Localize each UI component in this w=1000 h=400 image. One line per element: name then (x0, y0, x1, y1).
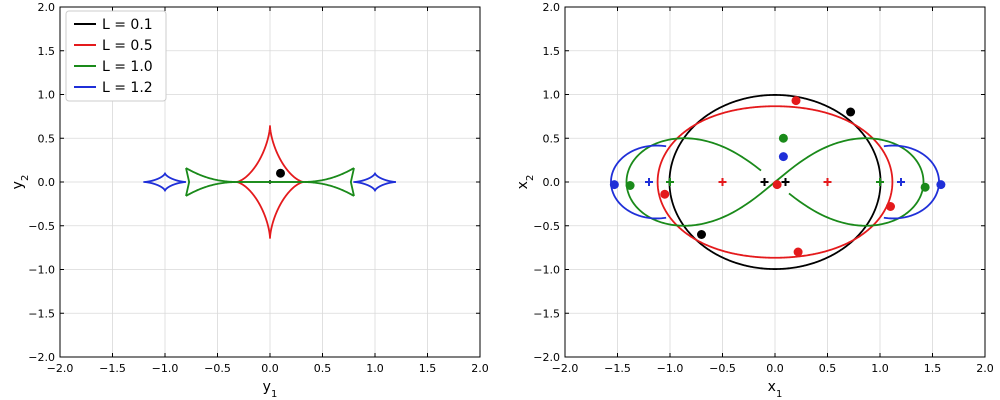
x-axis-label: y1 (263, 379, 278, 400)
dot-marker (772, 180, 782, 190)
y-tick-label: 1.5 (543, 45, 561, 58)
dot-marker (276, 168, 285, 178)
dot-marker (609, 180, 619, 190)
x-tick-label: 2.0 (976, 362, 994, 375)
plus-marker (781, 178, 790, 186)
dot-marker (778, 133, 788, 143)
plus-marker (897, 178, 905, 186)
x-tick-label: 0.0 (261, 362, 279, 375)
y-tick-label: 2.0 (38, 1, 56, 14)
y-tick-label: −2.0 (28, 351, 55, 364)
x-tick-label: 1.5 (419, 362, 437, 375)
x-tick-label: −1.5 (604, 362, 631, 375)
right-chart-panel: −2.0 −1.5 −1.0 −0.5 0.0 0.5 1.0 1.5 2.0 −2.0 −1.5 −… (515, 1, 994, 400)
series-line-2 (185, 181, 355, 197)
series-line-3 (883, 144, 940, 183)
x-tick-label: −0.5 (204, 362, 231, 375)
y-tick-label: 1.5 (38, 45, 56, 58)
x-tick-label: 0.0 (766, 362, 784, 375)
series-line-2 (774, 137, 925, 183)
plus-marker (718, 178, 727, 186)
dot-marker (791, 96, 801, 106)
legend-entry: L = 1.0 (102, 59, 153, 75)
dot-marker (697, 230, 706, 239)
series-line-3 (883, 181, 940, 220)
series-line-3 (353, 172, 397, 192)
y-tick-label: 0.5 (543, 132, 561, 145)
y-tick-label: 1.0 (38, 89, 56, 102)
y-tick-label: −1.0 (28, 264, 55, 277)
plus-marker (645, 178, 653, 186)
x-tick-label: 1.0 (366, 362, 384, 375)
dot-marker (778, 152, 788, 162)
y-tick-label: −0.5 (28, 220, 55, 233)
dot-marker (886, 202, 895, 211)
x-tick-label: 0.5 (819, 362, 837, 375)
x-tick-label: 1.0 (871, 362, 889, 375)
x-tick-label: −1.5 (99, 362, 126, 375)
x-tick-label: −1.0 (152, 362, 179, 375)
series-line-2 (625, 137, 776, 227)
y-tick-label: 0.0 (543, 176, 561, 189)
x-axis-label: x1 (768, 379, 783, 400)
left-chart-panel: −2.0 −1.5 −1.0 −0.5 0.0 0.5 1.0 1.5 2.0 −2.0 −1.5 −… (10, 1, 489, 400)
plot-area (143, 125, 397, 239)
plus-marker (823, 178, 832, 186)
legend-entry: L = 0.1 (102, 17, 153, 33)
x-tick-label: −2.0 (47, 362, 74, 375)
x-tick-label: −2.0 (552, 362, 579, 375)
legend-entry: L = 1.2 (102, 80, 153, 96)
dot-marker (846, 107, 856, 117)
y-tick-label: −1.0 (533, 264, 560, 277)
plus-marker (760, 178, 769, 186)
y-tick-label: 1.0 (543, 89, 561, 102)
y-tick-label: 0.0 (38, 176, 56, 189)
y-tick-label: −1.5 (533, 307, 560, 320)
y-tick-label: 2.0 (543, 1, 561, 14)
series-line-1 (656, 105, 894, 259)
y-tick-label: −0.5 (533, 220, 560, 233)
plus-marker (666, 178, 674, 186)
y-tick-label: −2.0 (533, 351, 560, 364)
x-tick-label: 2.0 (471, 362, 489, 375)
y-tick-label: −1.5 (28, 307, 55, 320)
y-tick-label: 0.5 (38, 132, 56, 145)
x-tick-label: 1.5 (924, 362, 942, 375)
y-axis-label: x2 (515, 175, 536, 190)
dot-marker (625, 181, 635, 190)
series-line-2 (788, 181, 925, 227)
x-tick-label: −1.0 (657, 362, 684, 375)
x-tick-label: 0.5 (314, 362, 332, 375)
y-axis-label: y2 (10, 175, 31, 190)
plot-area (609, 94, 946, 270)
dot-marker (936, 180, 946, 190)
legend-entry: L = 0.5 (102, 38, 153, 54)
series-line-3 (143, 172, 187, 192)
dot-marker (660, 189, 670, 199)
dot-marker (920, 182, 930, 192)
legend: L = 0.1 L = 0.5 L = 1.0 L = 1.2 (65, 10, 167, 102)
x-tick-label: −0.5 (709, 362, 736, 375)
series-line-2 (349, 167, 355, 197)
plus-marker (876, 178, 884, 186)
dot-marker (793, 247, 803, 257)
series-line-2 (185, 167, 191, 197)
